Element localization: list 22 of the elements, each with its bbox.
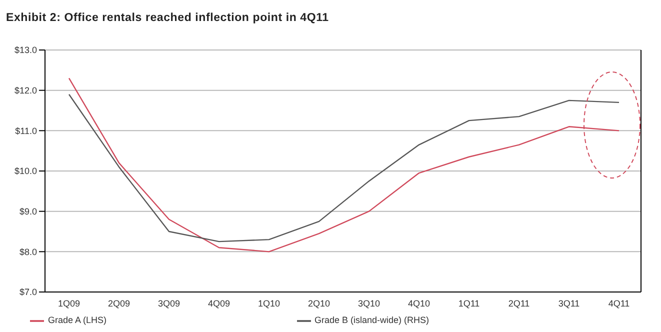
x-tick-label: 3Q10	[358, 298, 380, 308]
legend-label: Grade A (LHS)	[48, 315, 106, 326]
x-tick-label: 1Q09	[58, 298, 80, 308]
x-tick-label: 4Q09	[208, 298, 230, 308]
y-tick-label: $11.0	[15, 126, 37, 136]
y-tick-label: $10.0	[14, 166, 37, 176]
x-tick-label: 1Q11	[458, 298, 480, 308]
x-tick-label: 2Q10	[308, 298, 330, 308]
y-tick-label: $8.0	[19, 246, 37, 257]
x-tick-label: 4Q10	[408, 298, 430, 308]
chart-title: Exhibit 2: Office rentals reached inflection point in 4Q11	[6, 12, 329, 24]
x-tick-label: 3Q09	[158, 298, 180, 308]
legend-label: Grade B (island-wide) (RHS)	[314, 315, 430, 326]
x-tick-label: 2Q09	[108, 298, 130, 308]
x-tick-label: 2Q11	[508, 298, 530, 308]
x-tick-label: 4Q11	[608, 298, 630, 308]
y-tick-label: $13.0	[14, 45, 37, 56]
y-tick-label: $9.0	[19, 206, 37, 217]
x-tick-label: 3Q11	[558, 298, 580, 308]
y-tick-label: $12.0	[14, 86, 37, 96]
x-tick-label: 1Q10	[258, 298, 280, 308]
y-tick-label: $7.0	[19, 287, 37, 298]
